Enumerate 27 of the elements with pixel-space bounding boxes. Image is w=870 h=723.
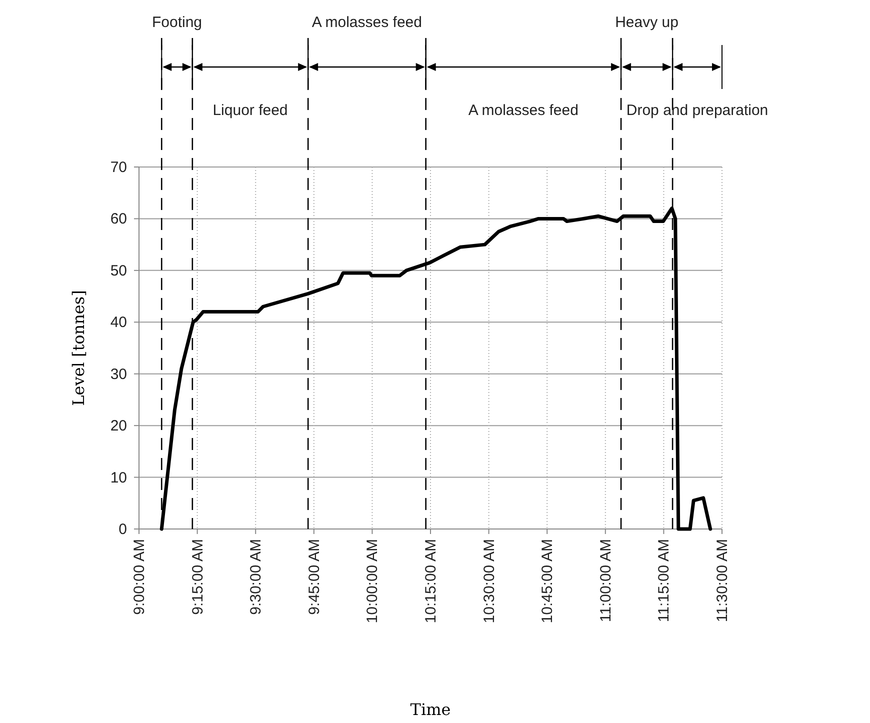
x-tick-label: 10:15:00 AM — [422, 539, 440, 624]
y-tick-label: 10 — [110, 469, 127, 486]
text: Footing — [152, 14, 202, 31]
text: A molasses feed — [312, 14, 422, 31]
x-tick-label: 9:15:00 AM — [189, 539, 206, 615]
text: Heavy up — [615, 14, 678, 31]
x-tick-label: 11:00:00 AM — [597, 539, 614, 622]
y-tick-label: 70 — [110, 159, 127, 176]
x-tick-label: 9:45:00 AM — [306, 539, 323, 615]
x-tick-label: 9:00:00 AM — [131, 539, 148, 615]
text: Liquor feed — [212, 102, 288, 119]
y-tick-label: 60 — [110, 210, 127, 228]
text: A molasses feed — [468, 102, 578, 119]
x-tick-label: 10:30:00 AM — [480, 539, 498, 624]
y-tick-label: 30 — [110, 366, 127, 383]
x-tick-label: 11:30:00 AM — [714, 539, 731, 622]
y-tick-label: 50 — [110, 262, 127, 280]
x-tick-label: 9:30:00 AM — [248, 539, 265, 615]
x-tick-label: 10:00:00 AM — [364, 539, 382, 624]
x-tick-label: 11:15:00 AM — [656, 539, 673, 622]
text: Drop and preparation — [626, 102, 768, 119]
x-axis-title: Time — [410, 700, 451, 719]
y-tick-label: 0 — [118, 521, 127, 538]
x-tick-label: 10:45:00 AM — [539, 539, 556, 624]
y-axis-title: Level [tonnes] — [69, 290, 88, 406]
y-tick-label: 20 — [110, 418, 127, 435]
y-tick-label: 40 — [110, 314, 127, 332]
